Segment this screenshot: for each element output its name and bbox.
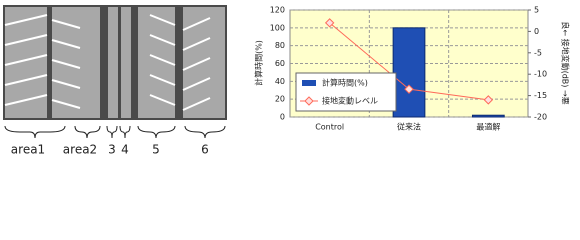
marker [324,18,335,28]
x-tick-label: Control [315,123,344,132]
y2-tick-label: -20 [534,113,547,122]
x-tick-label: 最適解 [476,122,500,132]
figure: area1 area2 3 4 5 6 計算時間(%) 良← 接地変動(dB) … [3,5,571,157]
y2-tick-label: -15 [534,91,547,100]
label: 6 [201,143,209,157]
y-tick-label: 40 [275,77,285,86]
label: 4 [121,143,129,157]
bar [471,114,505,118]
legend-swatch [302,80,316,86]
tread-diagram: area1 area2 3 4 5 6 [3,5,227,157]
legend-label: 接地変動レベル [322,96,378,106]
y-tick-label: 120 [270,6,285,15]
label: area1 [11,143,45,157]
x-tick-label: 従来法 [397,122,421,132]
bar [392,27,426,118]
legend-marker [304,96,314,106]
y2-tick-label: -5 [534,48,542,57]
marker [483,95,494,105]
y2-tick-label: 0 [534,27,539,36]
marker [404,84,414,94]
y2-tick-label: -10 [534,70,547,79]
label: area2 [63,143,97,157]
label: 3 [108,143,116,157]
y2-axis-label: 良← 接地変動(dB) →悪 [561,21,571,104]
y-axis-label: 計算時間(%) [254,40,264,86]
label: 5 [152,143,160,157]
legend [295,72,397,112]
y2-tick-label: 5 [534,6,539,15]
y-tick-label: 100 [270,23,285,32]
y-tick-label: 60 [275,59,285,68]
y-tick-label: 0 [280,113,285,122]
y-tick-label: 20 [275,95,285,104]
y-tick-label: 80 [275,41,285,50]
legend-label: 計算時間(%) [322,78,368,88]
